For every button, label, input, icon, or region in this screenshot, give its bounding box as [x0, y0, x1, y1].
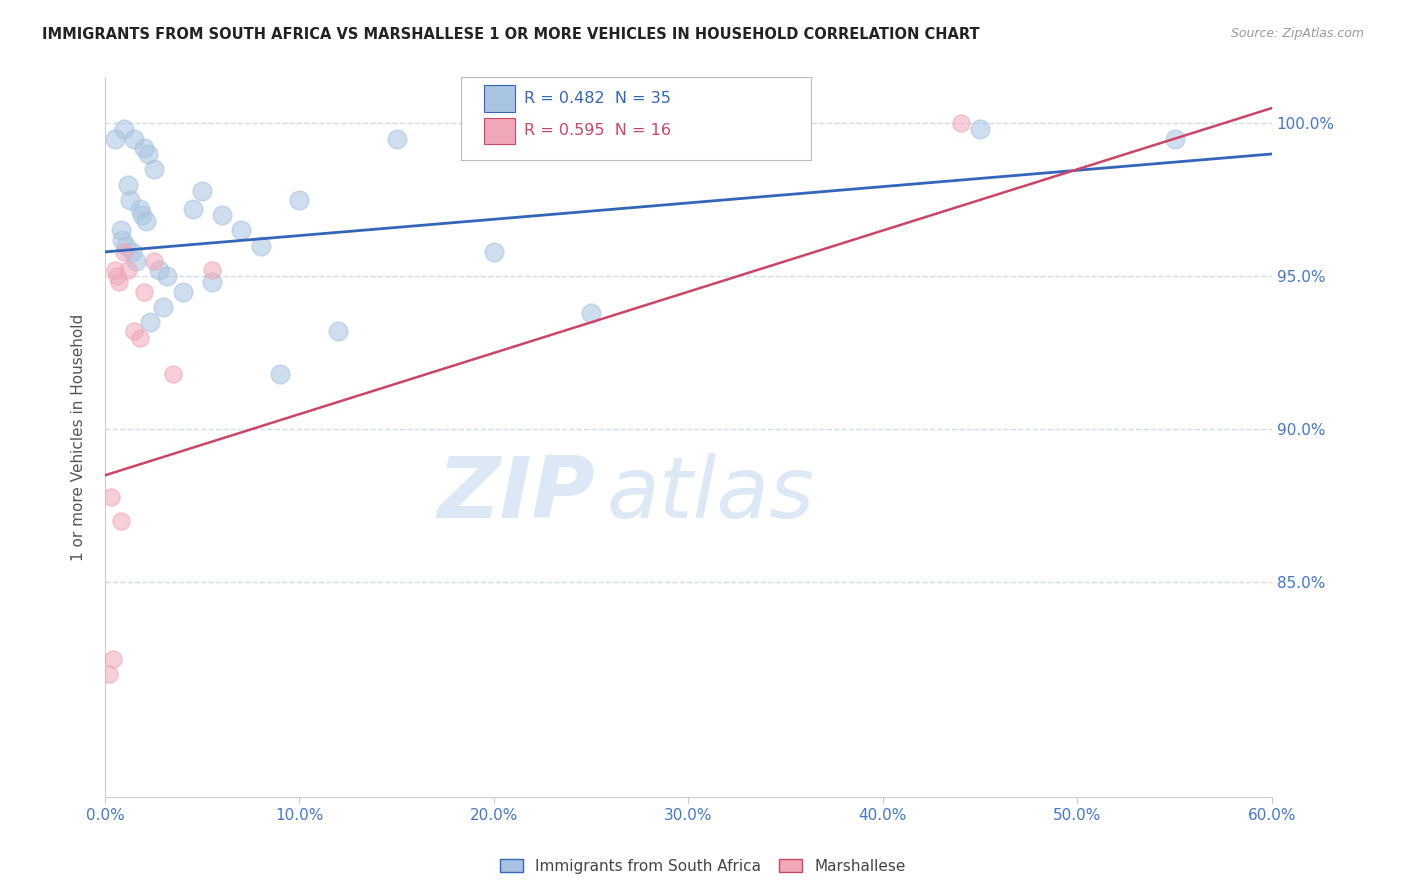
Point — [101, 652, 124, 666]
Point — [288, 193, 311, 207]
Legend: Immigrants from South Africa, Marshallese: Immigrants from South Africa, Marshalles… — [494, 853, 912, 880]
Point — [148, 263, 170, 277]
Point — [132, 285, 155, 299]
FancyBboxPatch shape — [484, 86, 515, 112]
Text: Source: ZipAtlas.com: Source: ZipAtlas.com — [1230, 27, 1364, 40]
Point — [136, 147, 159, 161]
Point — [114, 244, 136, 259]
Text: IMMIGRANTS FROM SOUTH AFRICA VS MARSHALLESE 1 OR MORE VEHICLES IN HOUSEHOLD CORR: IMMIGRANTS FROM SOUTH AFRICA VS MARSHALL… — [42, 27, 980, 42]
Point — [125, 254, 148, 268]
Point — [117, 263, 139, 277]
Text: R = 0.595  N = 16: R = 0.595 N = 16 — [524, 123, 671, 138]
Point — [142, 162, 165, 177]
Point — [117, 178, 139, 192]
Point — [97, 667, 120, 681]
Point — [269, 368, 291, 382]
Point — [111, 233, 134, 247]
Point — [152, 300, 174, 314]
Point — [201, 276, 224, 290]
Point — [1163, 131, 1185, 145]
Point — [129, 202, 152, 216]
Point — [132, 141, 155, 155]
Point — [100, 490, 122, 504]
Point — [385, 131, 408, 145]
Point — [201, 263, 224, 277]
Point — [249, 239, 271, 253]
Point — [231, 223, 253, 237]
FancyBboxPatch shape — [484, 118, 515, 145]
Point — [131, 208, 153, 222]
Text: atlas: atlas — [607, 453, 814, 536]
Point — [482, 244, 505, 259]
Text: ZIP: ZIP — [437, 453, 595, 536]
Point — [328, 325, 350, 339]
Point — [969, 122, 991, 136]
Point — [114, 122, 136, 136]
Point — [104, 263, 127, 277]
Point — [105, 269, 128, 284]
Point — [579, 306, 602, 320]
Point — [135, 214, 157, 228]
Point — [104, 131, 127, 145]
Point — [121, 244, 143, 259]
Point — [107, 276, 129, 290]
Text: R = 0.482  N = 35: R = 0.482 N = 35 — [524, 91, 671, 106]
Point — [110, 514, 132, 528]
Point — [110, 223, 132, 237]
Point — [181, 202, 204, 216]
Point — [122, 131, 145, 145]
Point — [156, 269, 179, 284]
Point — [191, 184, 214, 198]
Point — [211, 208, 233, 222]
Point — [138, 315, 160, 329]
Point — [162, 368, 184, 382]
Point — [142, 254, 165, 268]
Y-axis label: 1 or more Vehicles in Household: 1 or more Vehicles in Household — [72, 313, 86, 561]
Point — [122, 325, 145, 339]
Point — [172, 285, 194, 299]
Point — [129, 330, 152, 344]
FancyBboxPatch shape — [461, 78, 811, 161]
Point — [949, 116, 972, 130]
Point — [115, 239, 138, 253]
Point — [120, 193, 142, 207]
